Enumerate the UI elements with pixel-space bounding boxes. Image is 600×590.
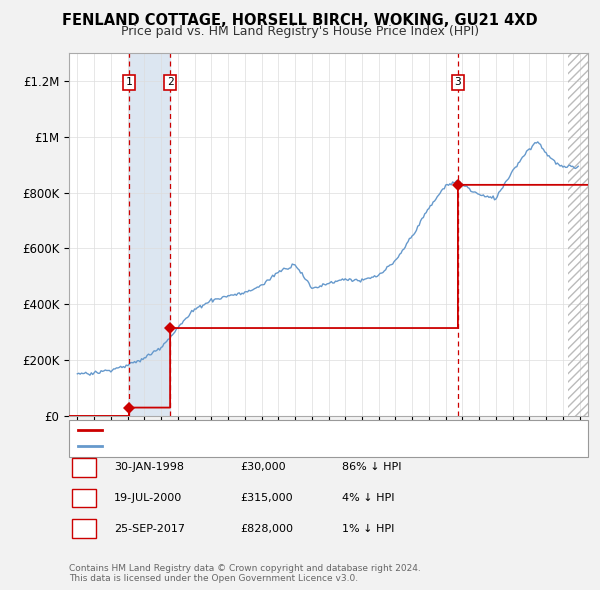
Text: 19-JUL-2000: 19-JUL-2000 xyxy=(114,493,182,503)
Text: 2: 2 xyxy=(80,493,88,503)
Text: £315,000: £315,000 xyxy=(240,493,293,503)
Text: £828,000: £828,000 xyxy=(240,524,293,533)
Text: 3: 3 xyxy=(455,77,461,87)
Text: 86% ↓ HPI: 86% ↓ HPI xyxy=(342,463,401,472)
Text: FENLAND COTTAGE, HORSELL BIRCH, WOKING, GU21 4XD: FENLAND COTTAGE, HORSELL BIRCH, WOKING, … xyxy=(62,13,538,28)
Text: 25-SEP-2017: 25-SEP-2017 xyxy=(114,524,185,533)
Text: 1: 1 xyxy=(125,77,133,87)
Text: HPI: Average price, detached house, Woking: HPI: Average price, detached house, Woki… xyxy=(107,441,328,451)
Text: FENLAND COTTAGE, HORSELL BIRCH, WOKING, GU21 4XD (detached house): FENLAND COTTAGE, HORSELL BIRCH, WOKING, … xyxy=(107,425,487,435)
Text: Contains HM Land Registry data © Crown copyright and database right 2024.
This d: Contains HM Land Registry data © Crown c… xyxy=(69,563,421,583)
Bar xyxy=(129,53,170,416)
Text: 1% ↓ HPI: 1% ↓ HPI xyxy=(342,524,394,533)
Text: 30-JAN-1998: 30-JAN-1998 xyxy=(114,463,184,472)
Text: 4% ↓ HPI: 4% ↓ HPI xyxy=(342,493,395,503)
Text: 3: 3 xyxy=(80,524,88,533)
Text: 2: 2 xyxy=(167,77,173,87)
Text: Price paid vs. HM Land Registry's House Price Index (HPI): Price paid vs. HM Land Registry's House … xyxy=(121,25,479,38)
Text: 1: 1 xyxy=(80,463,88,472)
Text: £30,000: £30,000 xyxy=(240,463,286,472)
